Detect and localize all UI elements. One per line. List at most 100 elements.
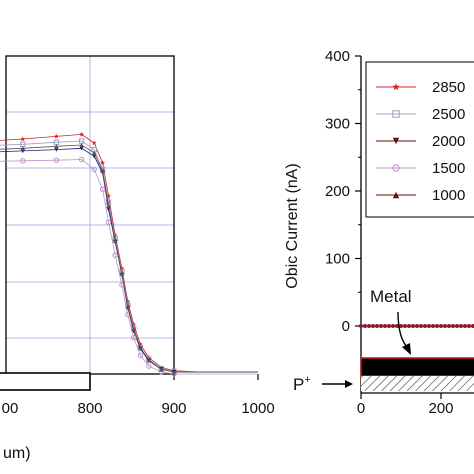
metal-arrow-head [402,343,411,355]
left-data-point [20,158,26,164]
legend-entry: 2000 [376,133,465,150]
left-data-point [20,146,25,151]
left-series-line [0,159,258,375]
right-x-tick-label: 200 [428,400,453,417]
left-series-line [0,147,258,373]
right-y-tick-label: 200 [325,183,350,200]
left-data-point [78,156,85,163]
right-data-point [415,324,419,328]
p-plus-arrow-head [345,380,353,388]
left-x-axis-title: um) [3,445,31,462]
left-data-point [99,186,106,192]
left-data-point [112,232,118,238]
legend-entry: 1500 [376,160,465,177]
legend-label: 1500 [432,160,465,177]
left-data-point [130,335,137,341]
right-data-point [423,324,427,328]
right-x-tick-label: 0 [357,400,365,417]
left-series-4 [0,142,258,375]
left-data-point [105,219,112,225]
legend-box [365,61,474,218]
right-data-marks [359,324,474,328]
left-data-point [91,166,97,173]
legend-label: 2000 [432,133,465,150]
legend-marker [392,137,400,145]
left-data-point [54,144,59,149]
left-data-point [125,304,130,309]
left-axis-ticks [89,374,259,380]
right-series-0 [359,324,474,328]
legend-entry: 1000 [376,187,465,204]
left-data-point [125,298,131,304]
right-data-point [411,324,415,328]
left-data-point [137,341,143,347]
right-data-point [379,324,383,328]
right-data-point [359,324,363,328]
legend: 2850 2500 2000 1500 1000 [365,61,474,218]
right-data-point [431,324,435,328]
left-data-point [91,140,97,146]
left-data-point [92,150,97,156]
left-chart-panel: 800 900 1000 00 um) [0,55,275,462]
right-data-point [367,324,371,328]
right-data-point [419,324,423,328]
left-data-point [53,133,59,139]
left-data-point [100,168,105,173]
left-series-line [0,133,258,373]
p-plus-region [361,376,474,391]
right-data-point [471,324,474,328]
metal-arrow [397,311,409,349]
p-plus-label-superscript: + [304,374,310,386]
right-data-point [455,324,459,328]
right-axes [355,55,474,399]
right-data-point [407,324,411,328]
right-data-point [391,324,395,328]
legend-label: 2500 [432,106,465,123]
legend-marker [392,83,400,91]
left-device-bar [0,372,91,391]
left-series-3 [0,156,258,377]
legend-entry: 2850 [376,79,465,96]
left-data-point [146,363,152,369]
right-data-point [371,324,375,328]
right-data-point [439,324,443,328]
left-x-tick-label-partial: 00 [2,400,19,417]
left-data-marks [0,131,258,377]
legend-label: 1000 [432,187,465,204]
left-data-point [20,136,26,142]
left-data-point [79,142,84,148]
right-data-point [427,324,431,328]
left-x-tick-label: 800 [77,400,102,417]
right-y-tick-labels: 0 100 200 300 400 [325,48,350,335]
right-data-point [403,324,407,328]
right-y-axis-title: Obic Current (nA) [284,163,301,288]
right-data-point [459,324,463,328]
left-data-point [113,238,118,243]
right-data-point [435,324,439,328]
left-grid [6,56,174,374]
right-y-tick-label: 100 [325,251,350,268]
legend-marker [392,164,400,172]
right-data-point [467,324,471,328]
metal-label: Metal [370,287,412,306]
p-plus-label: P+ [293,374,311,394]
right-data-point [451,324,455,328]
right-data-point [383,324,387,328]
legend-label: 2850 [432,79,465,96]
left-data-point [79,131,85,137]
right-y-tick-label: 300 [325,116,350,133]
legend-marker [392,191,400,199]
left-series-line [0,140,258,373]
right-y-tick-label: 400 [325,48,350,65]
right-data-point [443,324,447,328]
right-data-point [463,324,467,328]
right-x-tick-labels: 0 200 [357,400,454,417]
left-data-point [100,160,106,165]
right-data-point [363,324,367,328]
left-data-point [171,369,177,375]
right-data-point [395,324,399,328]
right-data-point [447,324,451,328]
left-data-point [131,326,136,332]
left-series-2 [0,146,258,375]
